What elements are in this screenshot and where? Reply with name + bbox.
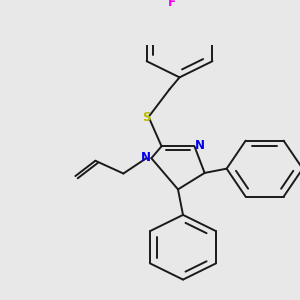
Text: S: S [142, 111, 151, 124]
Text: N: N [141, 151, 152, 164]
Text: N: N [194, 139, 205, 152]
Text: F: F [167, 0, 175, 9]
